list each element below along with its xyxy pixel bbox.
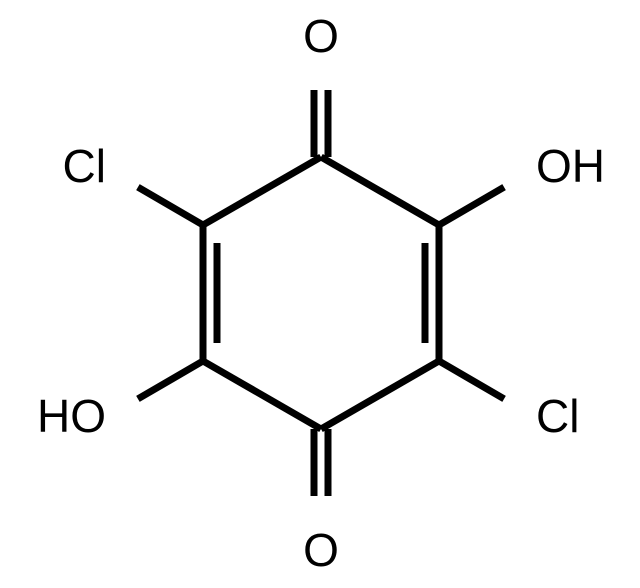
atom-label: O: [303, 524, 339, 576]
atom-label: OH: [536, 140, 605, 192]
molecule-diagram: O O OH HO Cl Cl: [0, 0, 640, 588]
atom-label: Cl: [536, 390, 579, 442]
atom-label: HO: [37, 390, 106, 442]
atom-label: O: [303, 10, 339, 62]
atom-label: Cl: [63, 140, 106, 192]
